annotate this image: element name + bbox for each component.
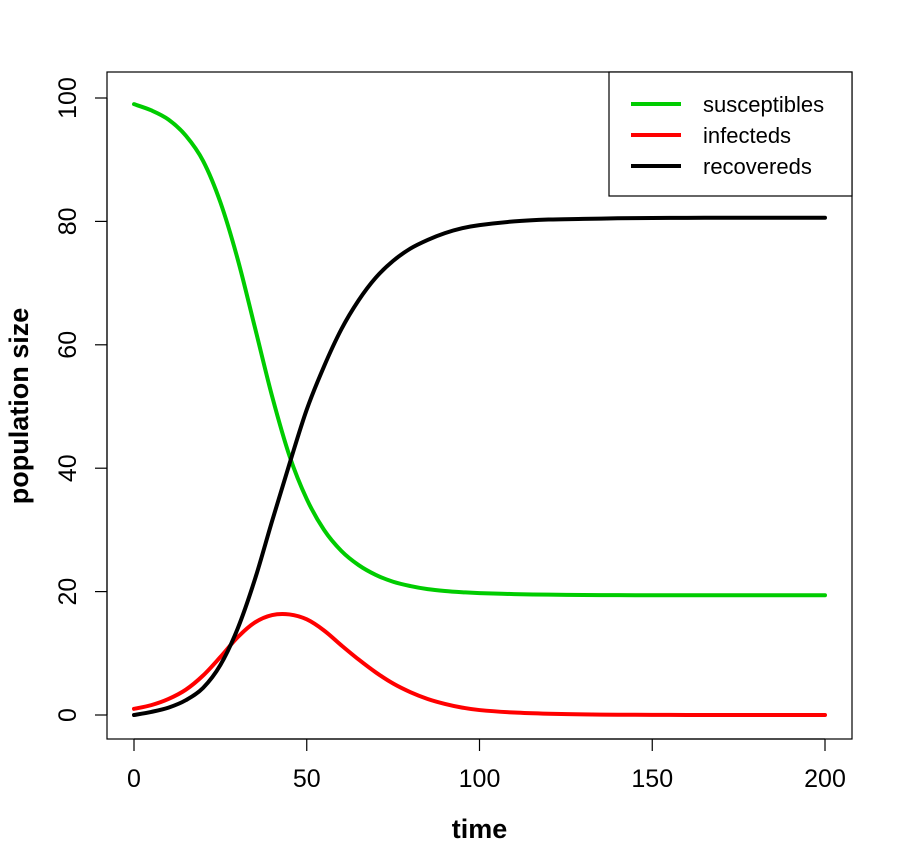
y-tick-label: 80 [54,207,82,235]
y-tick-label: 60 [54,331,82,359]
y-tick-label: 0 [54,708,82,722]
x-axis: 0 50 100 150 200 [127,738,846,793]
y-tick-label: 20 [54,578,82,606]
y-axis-title: population size [4,308,34,505]
x-tick-label: 50 [293,765,321,793]
series-line-infecteds [132,611,827,718]
legend-label-susceptibles: susceptibles [703,92,824,117]
legend-label-infecteds: infecteds [703,123,791,148]
x-tick-label: 150 [631,765,673,793]
series-line-recovereds [132,215,827,717]
legend: susceptibles infecteds recovereds [608,71,853,197]
y-tick-label: 100 [54,77,82,119]
y-tick-label: 40 [54,454,82,482]
x-tick-label: 100 [459,765,501,793]
x-tick-label: 200 [804,765,846,793]
series-layer [132,102,827,718]
series-line-susceptibles [132,102,827,598]
x-axis-title: time [452,814,508,844]
legend-label-recovereds: recovereds [703,154,812,179]
x-tick-label: 0 [127,765,141,793]
y-axis: 0 20 40 60 80 100 [54,77,108,722]
